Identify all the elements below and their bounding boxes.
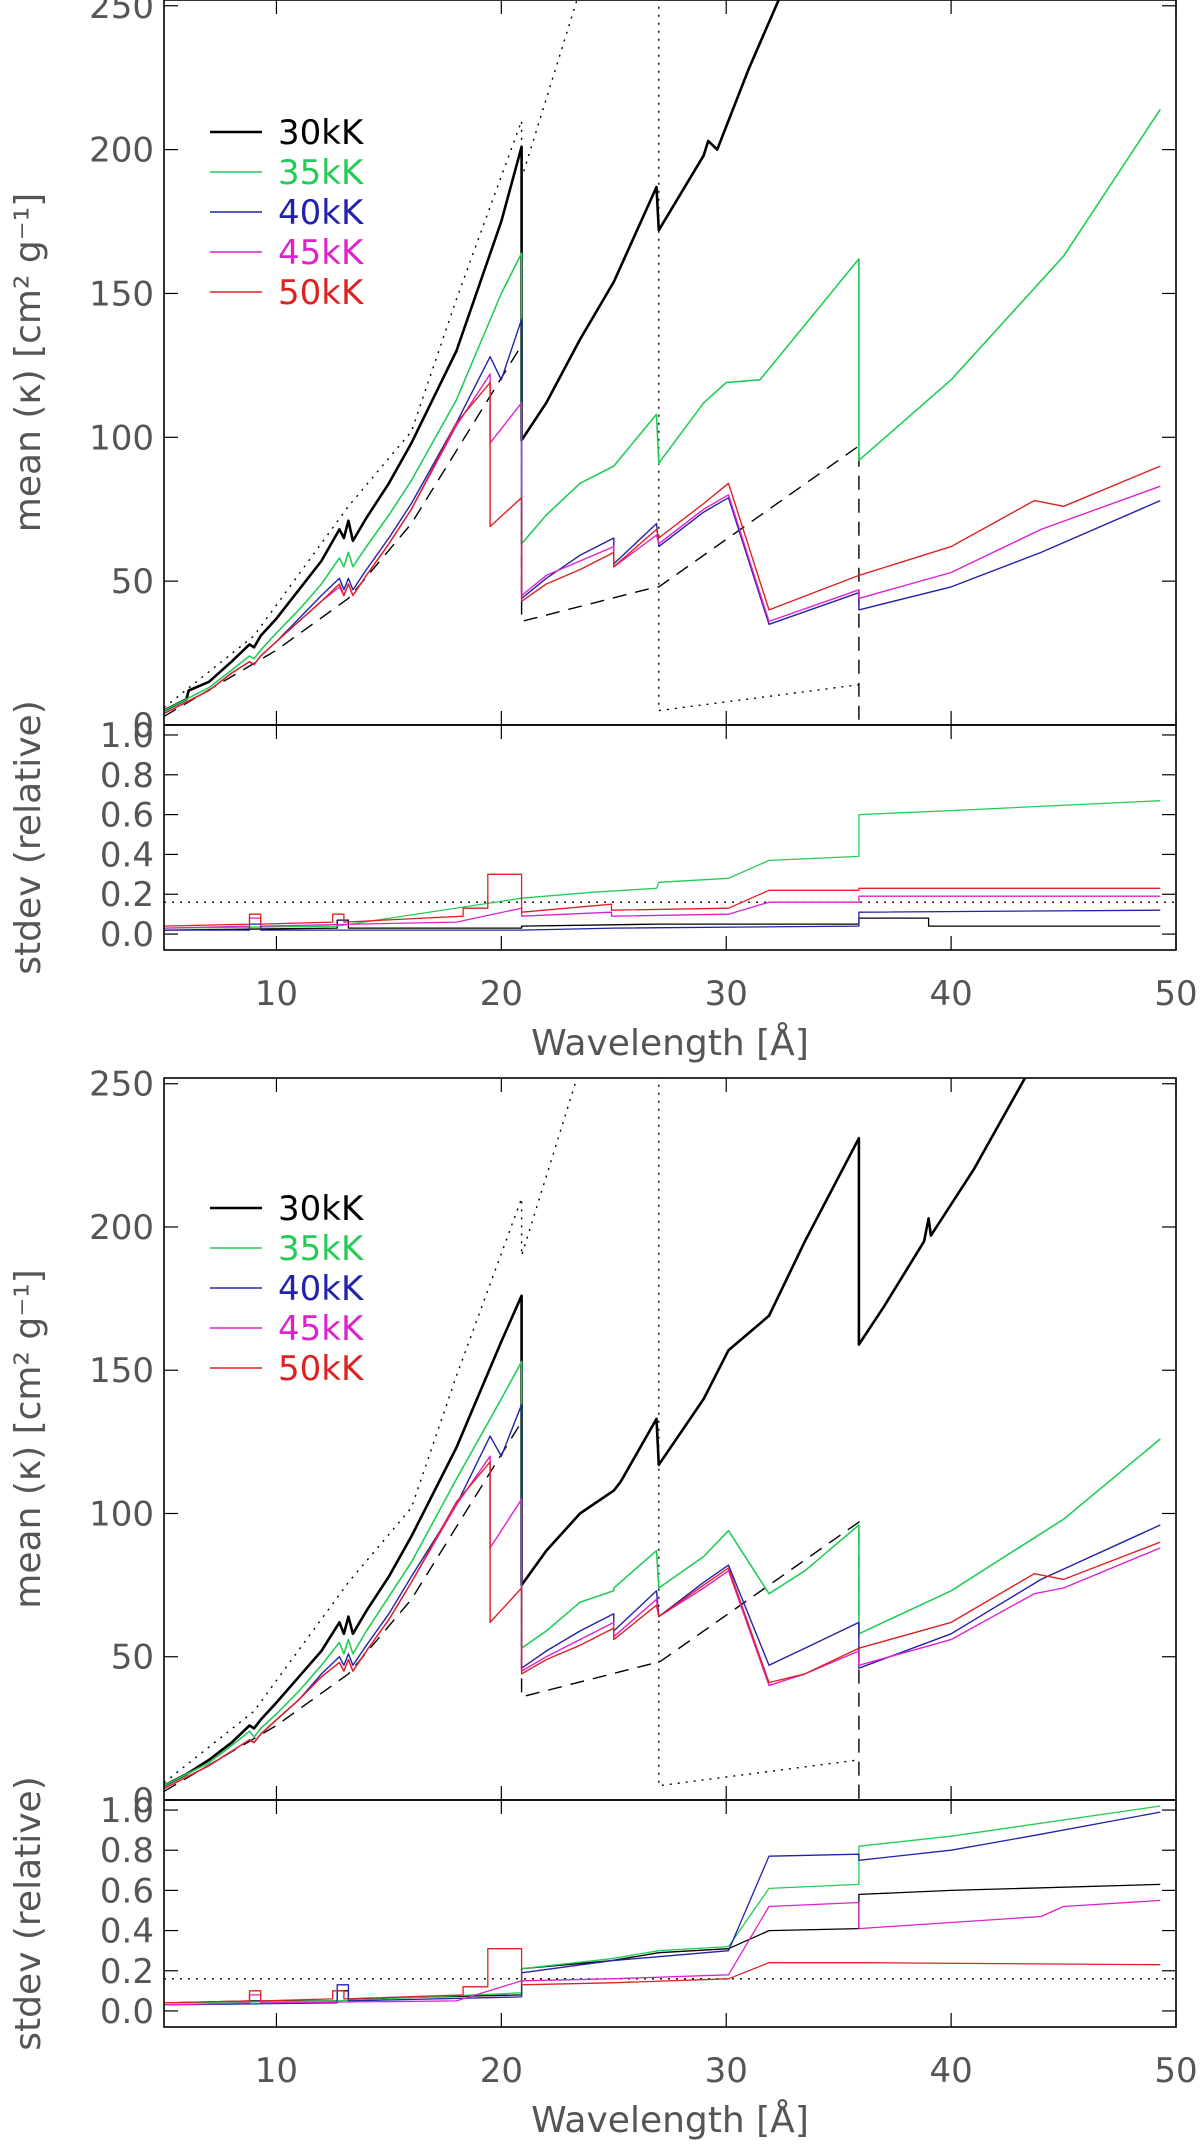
top-mean-reference-line-dotted (658, 0, 859, 712)
bottom-mean-series-45kK (164, 1455, 1161, 1790)
bottom-mean-frame (163, 1077, 1177, 1801)
top-legend-label-45kK: 45kK (278, 233, 365, 273)
top-legend-label-35kK: 35kK (278, 153, 365, 193)
bottom-xtick-label: 10 (255, 2051, 298, 2091)
top-mean-frame (163, 0, 1177, 726)
top-stdev-frame (163, 724, 1177, 951)
bottom-legend-label-35kK: 35kK (278, 1229, 365, 1269)
bottom-mean-reference-line-dashed (164, 1419, 860, 1800)
bottom-stdev-ytick-label: 0.8 (100, 1831, 154, 1871)
bottom-stdev-ylabel: stdev (relative) (8, 1776, 49, 2051)
top-mean-ytick-label: 250 (89, 0, 154, 27)
top-stdev-ytick-label: 1.0 (100, 716, 154, 756)
top-stdev-plot-area (164, 800, 1176, 931)
bottom-legend-label-30kK: 30kK (278, 1189, 365, 1229)
bottom-mean-ytick-label: 250 (89, 1065, 154, 1105)
bottom-stdev-ytick-label: 0.2 (100, 1952, 154, 1992)
bottom-stdev-ytick-label: 1.0 (100, 1791, 154, 1831)
top-xtick-label: 20 (480, 974, 523, 1014)
top-mean-ytick-label: 50 (111, 562, 154, 602)
top-mean-ytick-label: 100 (89, 418, 154, 458)
top-mean-series-40kK (164, 318, 1161, 715)
top-stdev-ytick-label: 0.2 (100, 875, 154, 915)
bottom-legend-label-50kK: 50kK (278, 1349, 365, 1389)
top-xtick-label: 30 (705, 974, 748, 1014)
top-xtick-label: 50 (1154, 974, 1197, 1014)
bottom-stdev-series-35kK (164, 1805, 1161, 2004)
top-stdev-ytick-label: 0.8 (100, 756, 154, 796)
bottom-stdev-ytick-label: 0.0 (100, 1992, 154, 2032)
bottom-stdev-series-40kK (164, 1811, 1161, 2006)
bottom-mean-series-50kK (164, 1461, 1161, 1790)
top-stdev-series-30kK (164, 917, 1161, 931)
top-xlabel: Wavelength [Å] (531, 1021, 809, 1064)
bottom-xtick-label: 30 (705, 2051, 748, 2091)
top-stdev-ytick-label: 0.0 (100, 915, 154, 955)
top-mean-plot-area (164, 0, 1161, 725)
top-mean-ytick-label: 0 (132, 706, 154, 746)
top-legend-label-30kK: 30kK (278, 113, 365, 153)
top-stdev-series-40kK (164, 909, 1161, 931)
bottom-mean-ylabel: mean (κ) [cm² g⁻¹] (8, 1269, 49, 1608)
bottom-mean-series-30kK (164, 1078, 1027, 1787)
top-stdev-ylabel: stdev (relative) (8, 700, 49, 975)
bottom-xtick-label: 50 (1154, 2051, 1197, 2091)
top-mean-reference-line-dashed (164, 342, 860, 725)
top-stdev-series-50kK (164, 873, 1161, 927)
bottom-stdev-series-50kK (164, 1948, 1161, 2004)
top-xtick-label: 10 (255, 974, 298, 1014)
top-stdev-ytick-label: 0.6 (100, 796, 154, 836)
top-mean-series-50kK (164, 381, 1161, 715)
bottom-legend-label-40kK: 40kK (278, 1269, 365, 1309)
bottom-stdev-series-30kK (164, 1883, 1161, 2004)
bottom-mean-ytick-label: 0 (132, 1781, 154, 1821)
bottom-xtick-label: 20 (480, 2051, 523, 2091)
top-xtick-label: 40 (929, 974, 972, 1014)
top-mean-ylabel: mean (κ) [cm² g⁻¹] (8, 193, 49, 532)
top-mean-reference-line-dotted (164, 0, 578, 709)
bottom-mean-reference-line-dotted (164, 1078, 578, 1784)
top-legend-label-50kK: 50kK (278, 273, 365, 313)
bottom-stdev-ytick-label: 0.6 (100, 1871, 154, 1911)
top-mean-ytick-label: 200 (89, 131, 154, 171)
bottom-xlabel: Wavelength [Å] (531, 2098, 809, 2141)
top-stdev-series-35kK (164, 800, 1161, 929)
bottom-mean-ytick-label: 100 (89, 1494, 154, 1534)
top-legend-label-40kK: 40kK (278, 193, 365, 233)
bottom-stdev-ytick-label: 0.4 (100, 1912, 154, 1952)
top-mean-ytick-label: 150 (89, 274, 154, 314)
bottom-stdev-series-45kK (164, 1899, 1161, 2006)
top-mean-series-35kK (164, 108, 1161, 712)
bottom-mean-ytick-label: 50 (111, 1638, 154, 1678)
bottom-legend-label-45kK: 45kK (278, 1309, 365, 1349)
bottom-xtick-label: 40 (929, 2051, 972, 2091)
bottom-mean-ytick-label: 200 (89, 1208, 154, 1248)
bottom-mean-reference-line-dotted (658, 1078, 859, 1787)
top-stdev-series-45kK (164, 895, 1161, 929)
bottom-mean-plot-area (164, 1078, 1161, 1800)
bottom-stdev-frame (163, 1799, 1177, 2028)
top-stdev-ytick-label: 0.4 (100, 835, 154, 875)
bottom-mean-ytick-label: 150 (89, 1351, 154, 1391)
top-mean-series-30kK (164, 0, 781, 712)
bottom-mean-series-35kK (164, 1360, 1161, 1787)
bottom-stdev-plot-area (164, 1805, 1176, 2006)
